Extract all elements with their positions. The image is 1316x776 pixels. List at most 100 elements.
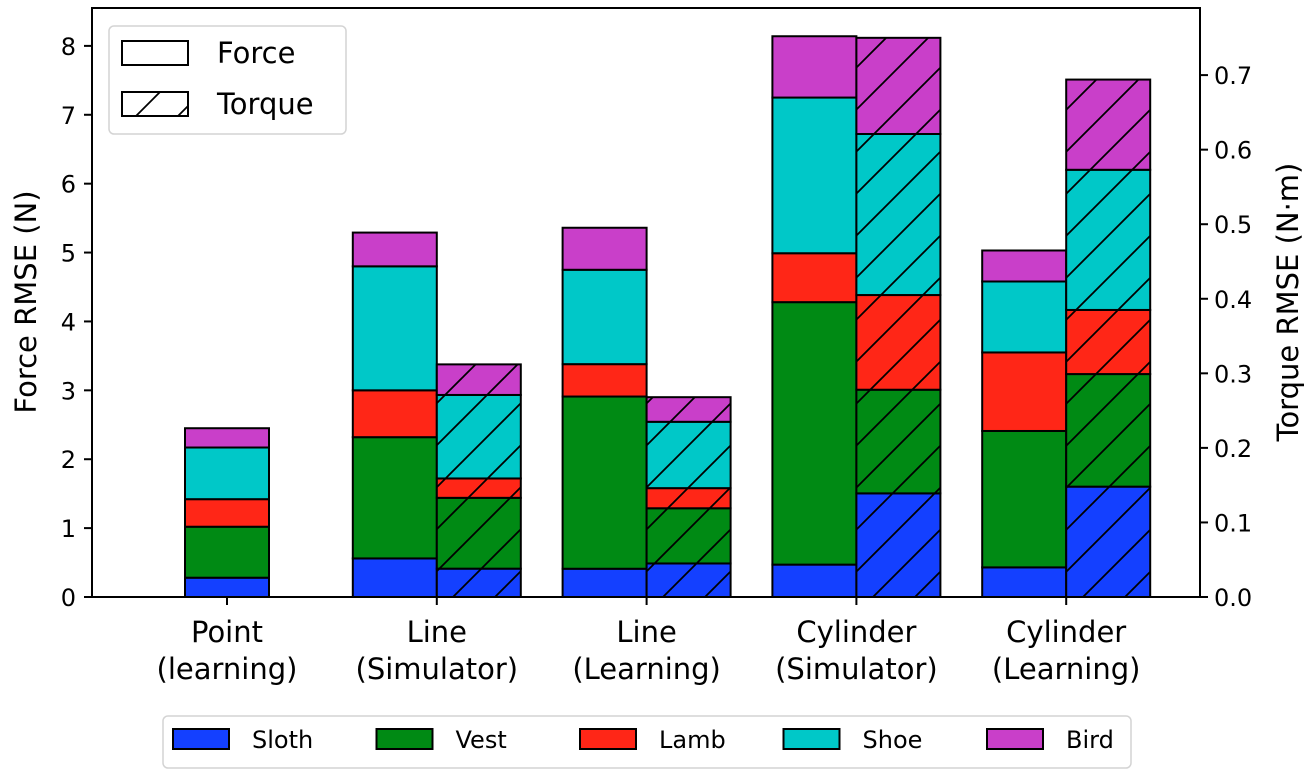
force-bar-segment-bird <box>981 249 1068 283</box>
torque-bar-segment-vest <box>1065 373 1152 488</box>
legend-label-vest: Vest <box>456 726 507 754</box>
force-bar-segment-shoe <box>351 265 438 392</box>
force-bar-segment-bird <box>184 427 270 449</box>
torque-segment-hatch <box>1065 308 1152 376</box>
x-tick-label: (Learning) <box>992 652 1141 686</box>
torque-bar-segment-sloth <box>645 562 732 598</box>
torque-segment-hatch <box>855 36 942 136</box>
force-bar-segment-bird <box>561 226 648 271</box>
force-tick-label: 0 <box>61 584 76 612</box>
torque-segment-hatch <box>1065 78 1152 171</box>
legend-components: Sloth Vest Lamb Shoe Bird <box>162 715 1132 769</box>
torque-axis-label: Torque RMSE (N·m) <box>1271 163 1305 443</box>
torque-bar-segment-lamb <box>1065 308 1152 376</box>
torque-segment-hatch <box>645 562 732 598</box>
torque-bar-segment-sloth <box>435 567 522 598</box>
torque-bar-segment-sloth <box>855 492 942 598</box>
x-tick-label: Line <box>407 615 467 649</box>
x-axis: Point(learning)Line(Simulator)Line(Learn… <box>157 597 1141 686</box>
torque-bar-segment-bird <box>645 396 732 423</box>
torque-segment-hatch <box>855 294 942 391</box>
force-bar-segment-shoe <box>184 446 270 501</box>
x-tick-label: (Simulator) <box>775 652 938 686</box>
force-bar-segment-lamb <box>561 363 648 398</box>
torque-axis: 0.0 0.1 0.2 0.3 0.4 0.5 0.6 0.7 <box>1200 62 1252 612</box>
torque-tick-label: 0.2 <box>1214 435 1252 463</box>
x-tick-label: (Simulator) <box>356 652 519 686</box>
legend-swatch-vest <box>375 728 434 750</box>
torque-segment-hatch <box>1065 373 1152 488</box>
force-bar-segment-sloth <box>351 557 438 599</box>
force-tick-label: 1 <box>61 515 76 543</box>
torque-tick-label: 0.0 <box>1214 584 1252 612</box>
force-axis-label: Force RMSE (N) <box>9 190 43 413</box>
torque-bar-segment-bird <box>855 36 942 136</box>
torque-segment-hatch <box>435 496 522 570</box>
torque-segment-hatch <box>435 363 522 396</box>
force-bar-segment-lamb <box>981 351 1068 432</box>
legend-label-lamb: Lamb <box>659 726 726 754</box>
torque-bar-segment-shoe <box>435 393 522 480</box>
torque-bar-segment-shoe <box>645 420 732 490</box>
force-tick-label: 4 <box>61 308 76 336</box>
torque-bar-segment-vest <box>855 388 942 495</box>
force-bar-segment-vest <box>771 301 858 566</box>
torque-segment-hatch <box>435 477 522 499</box>
legend-swatch-bird <box>986 728 1044 750</box>
torque-tick-label: 0.7 <box>1214 62 1252 90</box>
legend-swatch-lamb <box>579 728 637 750</box>
force-bar-segment-vest <box>184 525 270 579</box>
torque-bar-segment-lamb <box>435 477 522 499</box>
force-bar-segment-sloth <box>561 567 648 598</box>
legend-force-label: Force <box>217 36 295 70</box>
torque-segment-hatch <box>855 133 942 297</box>
force-bar-segment-vest <box>351 436 438 560</box>
torque-tick-label: 0.5 <box>1214 211 1252 239</box>
legend-force-torque: Force Torque <box>108 25 347 135</box>
force-bar-segment-vest <box>981 429 1068 569</box>
torque-segment-hatch <box>645 487 732 510</box>
torque-bar-segment-bird <box>435 363 522 396</box>
x-tick-label: Line <box>616 615 676 649</box>
force-bar-segment-shoe <box>771 96 858 255</box>
torque-segment-hatch <box>435 567 522 598</box>
torque-bar-segment-lamb <box>645 487 732 510</box>
torque-segment-hatch <box>1065 485 1152 599</box>
force-tick-label: 6 <box>61 171 76 199</box>
torque-segment-hatch <box>1065 168 1152 311</box>
force-tick-label: 2 <box>61 446 76 474</box>
torque-bar-segment-bird <box>1065 78 1152 171</box>
torque-segment-hatch <box>855 492 942 598</box>
torque-segment-hatch <box>855 388 942 495</box>
legend-label-bird: Bird <box>1066 726 1114 754</box>
torque-segment-hatch <box>645 420 732 490</box>
torque-segment-hatch <box>645 507 732 565</box>
torque-tick-label: 0.3 <box>1214 360 1252 388</box>
legend-force-swatch <box>121 40 189 66</box>
force-tick-label: 7 <box>61 102 76 130</box>
force-bar-segment-shoe <box>981 280 1068 354</box>
force-bar-segment-bird <box>771 35 858 99</box>
torque-tick-label: 0.4 <box>1214 286 1252 314</box>
force-tick-label: 3 <box>61 377 76 405</box>
torque-tick-label: 0.1 <box>1214 509 1252 537</box>
force-bar-segment-bird <box>351 231 438 268</box>
torque-bar-segment-vest <box>435 496 522 570</box>
x-tick-label: Cylinder <box>1006 615 1126 649</box>
force-tick-label: 8 <box>61 33 76 61</box>
torque-bar-segment-sloth <box>1065 485 1152 599</box>
torque-segment-hatch <box>645 396 732 423</box>
force-bar-segment-sloth <box>184 576 270 599</box>
force-bar-segment-lamb <box>771 252 858 304</box>
torque-bar-segment-vest <box>645 507 732 565</box>
force-bar-segment-lamb <box>184 498 270 528</box>
legend-torque-label: Torque <box>216 87 314 121</box>
legend-torque-swatch <box>121 91 189 117</box>
torque-bar-segment-shoe <box>855 133 942 297</box>
force-bar-segment-sloth <box>771 563 858 598</box>
x-tick-label: Point <box>191 615 263 649</box>
force-tick-label: 5 <box>61 240 76 268</box>
force-bar-segment-sloth <box>981 566 1068 599</box>
x-tick-label: (learning) <box>157 652 298 686</box>
x-tick-label: (Learning) <box>572 652 721 686</box>
